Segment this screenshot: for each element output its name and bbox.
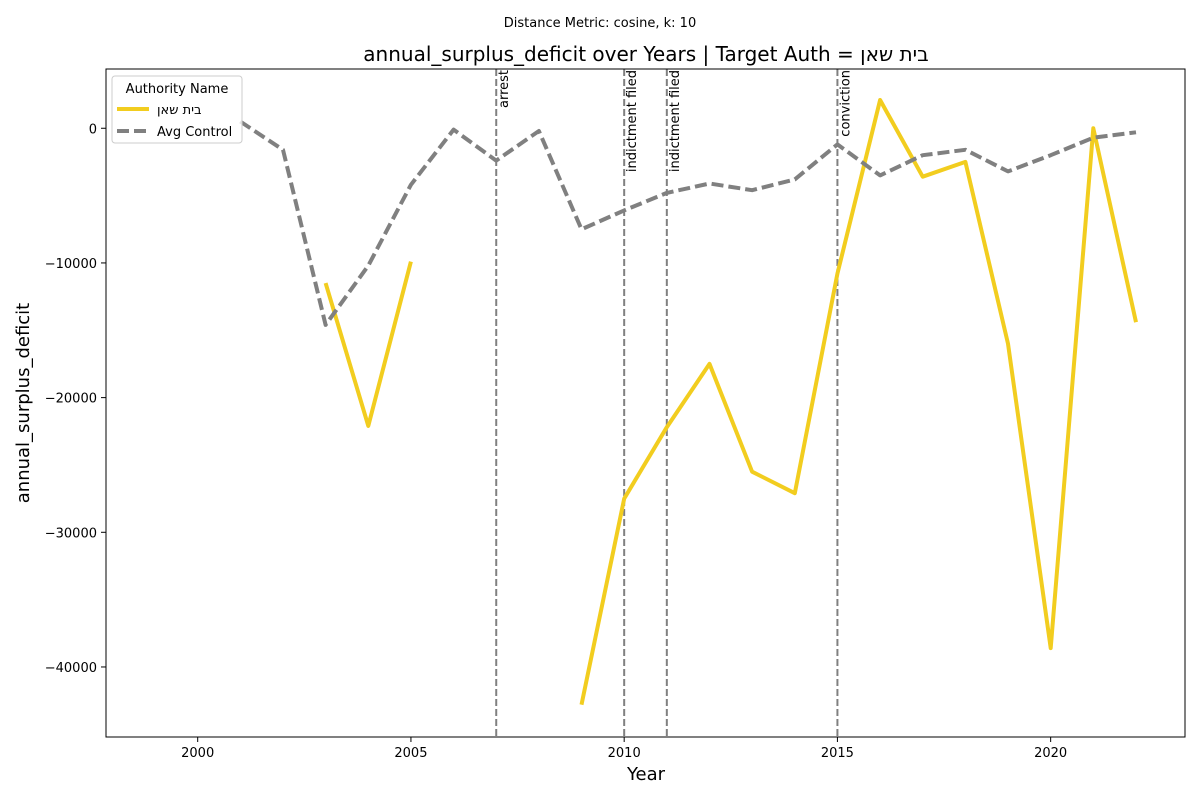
x-axis: 2000 2005 2010 2015 2020 [181,737,1067,761]
events-layer: arrest indictment filed indictment filed co… [495,69,853,737]
y-tick-label: −10000 [45,257,97,272]
x-tick-label: 2005 [394,746,427,761]
legend-title: Authority Name [126,82,229,97]
legend-label-target: בית שאן [157,103,202,118]
event-label: arrest [497,70,512,108]
series-line-target [323,261,413,428]
series-layer [239,98,1138,706]
y-tick-label: −30000 [45,526,97,541]
y-tick-label: 0 [89,122,97,137]
axes-frame [105,68,1186,738]
event-label: conviction [838,70,853,137]
x-tick-label: 2020 [1034,746,1067,761]
event-label: indictment filed [625,70,640,172]
legend: Authority Name בית שאן Avg Control [111,75,243,144]
y-axis-label: annual_surplus_deficit [13,303,34,503]
x-tick-label: 2010 [608,746,641,761]
x-tick-label: 2015 [821,746,854,761]
suptitle: Distance Metric: cosine, k: 10 [504,16,696,31]
x-axis-label: Year [626,764,666,785]
y-tick-label: −40000 [45,661,97,676]
legend-label-control: Avg Control [157,125,232,140]
x-tick-label: 2000 [181,746,214,761]
event-label: indictment filed [668,70,683,172]
series-line-target [579,98,1138,706]
y-tick-label: −20000 [45,392,97,407]
y-axis: −40000 −30000 −20000 −10000 0 [45,122,106,676]
chart-title: annual_surplus_deficit over Years | Targ… [363,42,928,66]
legend-box [111,75,243,144]
series-line-control [239,119,1137,327]
